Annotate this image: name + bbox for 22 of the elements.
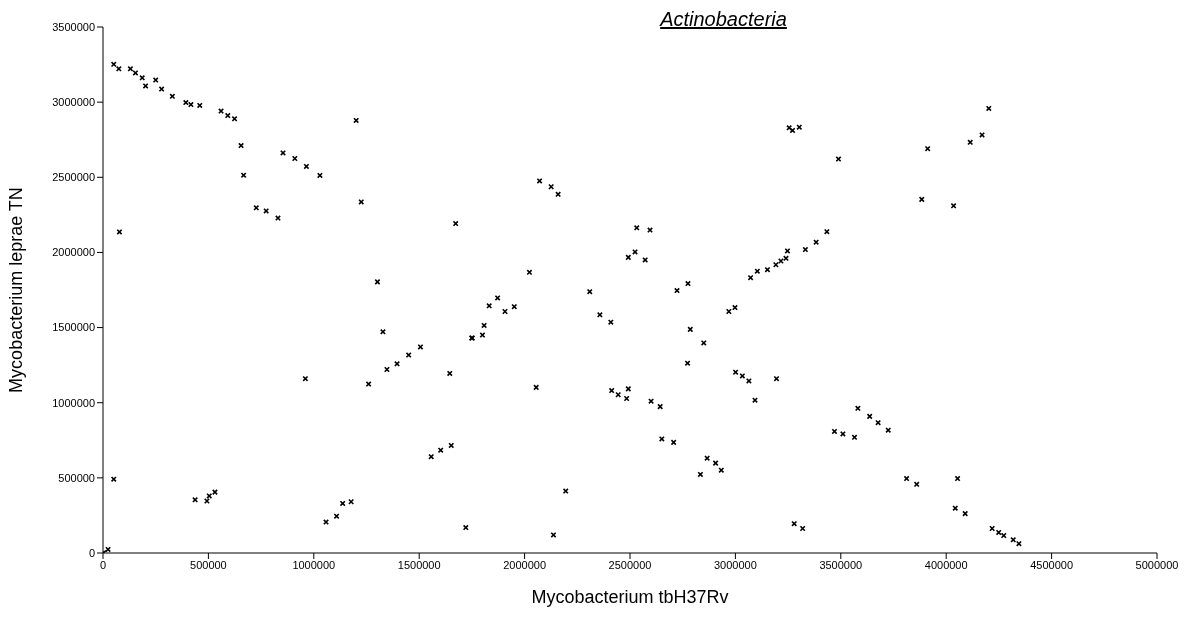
y-axis-title: Mycobacterium leprae TN xyxy=(6,187,27,393)
x-tick-label: 2000000 xyxy=(503,558,547,571)
y-tick-label: 2000000 xyxy=(52,246,95,259)
y-tick-label: 0 xyxy=(88,546,95,559)
y-tick-label: 2500000 xyxy=(52,171,95,184)
x-tick-label: 2500000 xyxy=(608,558,652,571)
x-tick-label: 4000000 xyxy=(924,558,968,571)
y-tick-label: 500000 xyxy=(58,471,95,484)
x-tick-label: 0 xyxy=(99,558,107,571)
chart-title: Actinobacteria xyxy=(660,8,787,30)
x-tick-label: 5000000 xyxy=(1135,558,1179,571)
y-tick-label: 1500000 xyxy=(52,321,95,334)
x-tick-label: 1000000 xyxy=(292,558,336,571)
x-tick-label: 500000 xyxy=(190,558,227,571)
y-tick-label: 3500000 xyxy=(52,20,95,33)
y-tick-label: 1000000 xyxy=(52,396,95,409)
x-axis-title: Mycobacterium tbH37Rv xyxy=(531,587,729,607)
x-tick-label: 1500000 xyxy=(397,558,441,571)
y-tick-label: 3000000 xyxy=(52,96,95,109)
x-tick-label: 4500000 xyxy=(1030,558,1074,571)
x-tick-label: 3000000 xyxy=(713,558,757,571)
x-tick-label: 3500000 xyxy=(819,558,863,571)
